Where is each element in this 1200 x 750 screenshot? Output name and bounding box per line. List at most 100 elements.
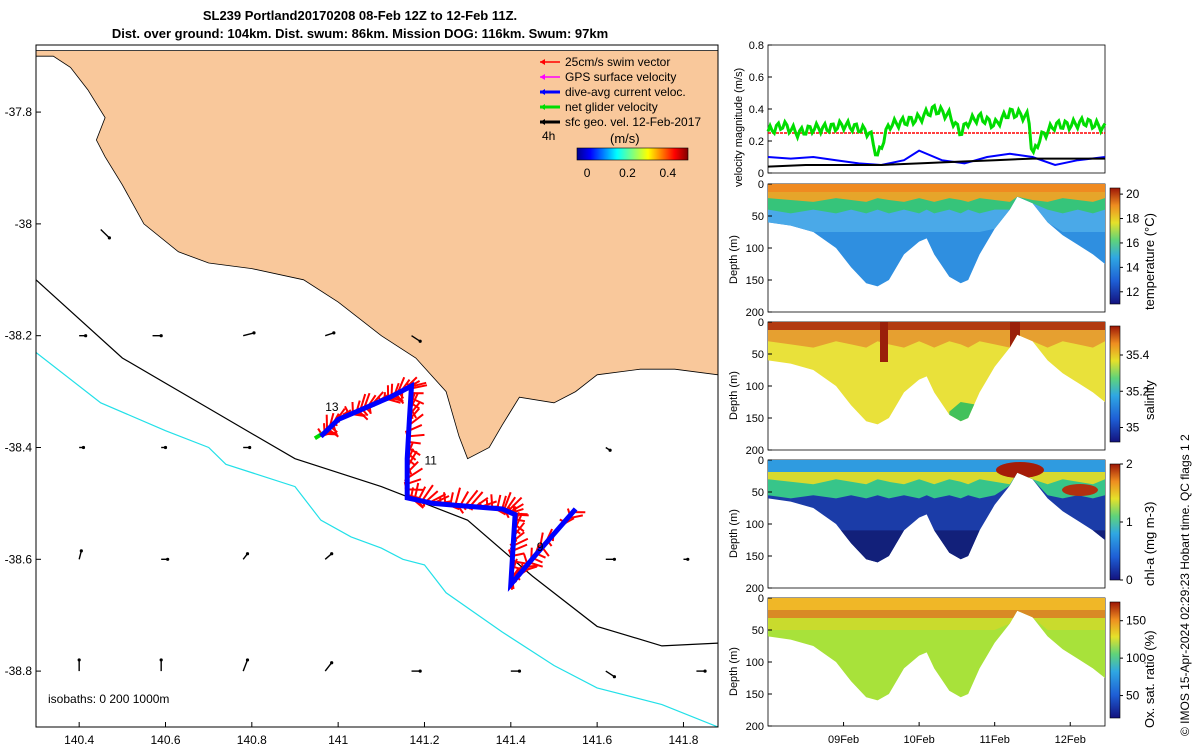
current-arrow [324, 662, 333, 672]
colorbar-tick: 0.4 [659, 166, 676, 180]
cbar-tick-label: 35.4 [1126, 348, 1150, 362]
temperature-panel: 0 50 100 150 200 12 14 16 18 20 [746, 179, 1140, 319]
cbar-tick-label: 0 [1126, 573, 1133, 587]
oxygen-panel: 0 50 100 150 200 50 100 150 09Feb 10Feb 11Feb 12F… [746, 593, 1147, 746]
current-arrow-head [686, 557, 690, 561]
depth-ytick-label: 50 [752, 625, 764, 637]
swim-vector [413, 482, 420, 500]
temp-ylabel: Depth (m) [728, 235, 740, 284]
map-frame [35, 44, 719, 728]
legend-arrowhead [540, 89, 545, 95]
cbar-tick-label: 20 [1126, 187, 1140, 201]
legend-arrowhead [540, 74, 545, 80]
current-arrow [100, 228, 110, 239]
cbar-tick-label: 150 [1126, 614, 1146, 628]
current-arrow-head [107, 236, 111, 240]
colorbar-label: (m/s) [610, 131, 640, 146]
current-arrow [411, 335, 421, 342]
sal-ylabel: Depth (m) [728, 371, 740, 420]
map-ytick-label: -38.6 [5, 552, 33, 566]
current-arrow-head [252, 331, 256, 335]
day-label: 9 [537, 540, 544, 554]
depth-ytick-label: 0 [758, 593, 764, 605]
land-area [36, 50, 718, 460]
legend-arrowhead [540, 104, 545, 110]
sal-colorbar-label: salinity [1142, 380, 1157, 420]
current-arrow-head [77, 658, 81, 662]
velocity-series [766, 103, 1107, 157]
depth-ytick-label: 150 [746, 551, 764, 563]
colorbar-tick: 0 [584, 166, 591, 180]
cbar-tick-label: 100 [1126, 651, 1146, 665]
velocity-series [767, 149, 1106, 167]
temp-colorbar-label: temperature (°C) [1142, 213, 1157, 310]
swim-vector [408, 433, 425, 438]
speed-colorbar [576, 147, 689, 161]
current-arrow-head [418, 339, 422, 343]
oxy-colorbar-label: Ox. sat. ratio (%) [1142, 630, 1157, 728]
day-label: 13 [325, 400, 339, 414]
depth-ytick-label: 0 [758, 179, 764, 191]
time-xtick-label: 10Feb [904, 734, 935, 746]
time-xtick-label: 11Feb [979, 734, 1009, 746]
current-arrow-head [330, 661, 334, 665]
velocity-panel: 0 0.2 0.4 0.6 0.8 [749, 40, 1107, 180]
map-xtick-label: 141.8 [668, 733, 698, 747]
depth-ytick-label: 100 [746, 657, 764, 669]
cbar-tick-label: 2 [1126, 457, 1133, 471]
cbar-tick-label: 1 [1126, 515, 1133, 529]
current-arrow-head [612, 557, 617, 561]
cbar-tick-label: 18 [1126, 212, 1140, 226]
depth-ytick-label: 100 [746, 381, 764, 393]
cbar-tick-label: 35 [1126, 421, 1140, 435]
swim-vector [505, 496, 517, 512]
cbar-tick-label: 16 [1126, 236, 1140, 250]
current-arrow-head [159, 658, 163, 662]
current-arrow-head [159, 334, 163, 338]
chl-colorbar-label: chl-a (mg m-3) [1142, 501, 1157, 586]
current-arrow-head [166, 557, 170, 561]
depth-ytick-label: 200 [746, 583, 764, 595]
map-ytick-label: -38.8 [5, 664, 33, 678]
vel-ytick-label: 0.4 [749, 104, 764, 116]
glider-track [319, 381, 578, 592]
map-ytick-label: -38.2 [5, 329, 33, 343]
current-arrow-head [608, 448, 612, 452]
chart-title: SL239 Portland20170208 08-Feb 12Z to 12-… [202, 8, 518, 23]
map-x-ticks: 140.4 140.6 140.8 141 141.2 141.4 141.6 141.8 [64, 722, 699, 747]
current-arrow-head [703, 669, 707, 673]
current-arrow-head [612, 675, 617, 679]
cbar-tick-label: 35.2 [1126, 384, 1150, 398]
current-arrow-head [84, 334, 88, 338]
cbar-tick-label: 12 [1126, 285, 1140, 299]
swim-vector [464, 489, 479, 507]
depth-ytick-label: 150 [746, 413, 764, 425]
isobath-1000m [36, 352, 718, 727]
depth-ytick-label: 0 [758, 317, 764, 329]
map-xtick-label: 141 [328, 733, 348, 747]
current-arrow-head [332, 331, 336, 335]
depth-ytick-label: 150 [746, 275, 764, 287]
depth-ytick-label: 150 [746, 689, 764, 701]
legend-entry: 25cm/s swim vector [565, 55, 670, 69]
swim-vector [469, 491, 484, 508]
vel-ytick-label: 0 [758, 168, 764, 180]
current-arrow [242, 659, 249, 672]
current-arrow-head [245, 658, 250, 662]
map-ytick-label: -37.8 [5, 105, 33, 119]
depth-ytick-label: 50 [752, 349, 764, 361]
isobaths-label: isobaths: 0 200 1000m [48, 692, 169, 706]
vel-ytick-label: 0.6 [749, 72, 764, 84]
map-xtick-label: 140.6 [150, 733, 180, 747]
cbar-tick-label: 50 [1126, 689, 1140, 703]
swim-vector [411, 384, 428, 390]
depth-ytick-label: 100 [746, 243, 764, 255]
legend-arrowhead [540, 59, 545, 65]
legend-arrowhead [540, 119, 545, 125]
chla-panel: 0 50 100 150 200 0 1 2 [746, 455, 1133, 595]
map-y-ticks: -37.8 -38 -38.2 -38.4 -38.6 -38.8 [5, 105, 41, 678]
map-xtick-label: 141.2 [409, 733, 439, 747]
